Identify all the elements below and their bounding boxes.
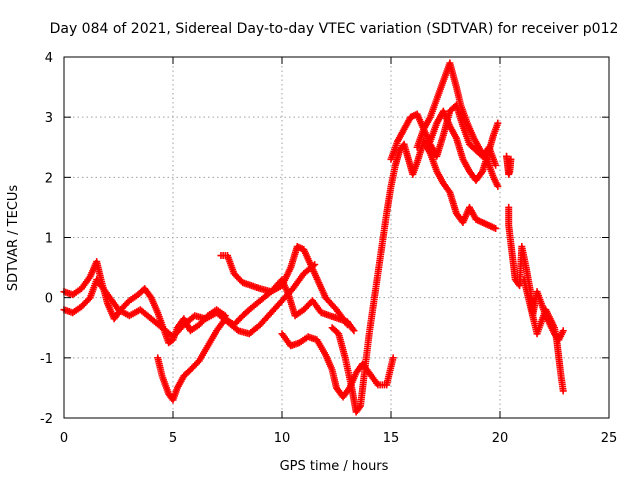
data-point bbox=[559, 387, 567, 395]
data-point bbox=[389, 354, 397, 362]
x-axis-label: GPS time / hours bbox=[280, 459, 389, 474]
series-segment-11 bbox=[520, 276, 567, 344]
y-axis-label: SDTVAR / TECUs bbox=[6, 185, 21, 292]
x-tick-label: 15 bbox=[383, 431, 400, 446]
data-point bbox=[507, 155, 515, 163]
y-tick-label: -1 bbox=[40, 352, 53, 367]
x-tick-label: 5 bbox=[169, 431, 177, 446]
series-segment-5 bbox=[278, 330, 397, 401]
y-tick-label: 3 bbox=[45, 111, 53, 126]
data-point bbox=[350, 327, 358, 335]
series-segment-4 bbox=[217, 243, 351, 329]
data-point bbox=[349, 325, 357, 333]
series-segment-12 bbox=[503, 152, 515, 178]
series-segment-9 bbox=[426, 107, 502, 184]
axis-ticks: 0 5 10 15 20 25 -2 -1 0 1 2 3 4 bbox=[40, 51, 617, 446]
grid-lines bbox=[64, 57, 609, 418]
series-segment-8 bbox=[413, 59, 502, 190]
y-tick-label: 4 bbox=[45, 51, 53, 66]
data-point bbox=[343, 321, 351, 329]
data-point bbox=[492, 224, 500, 232]
series-segment-2 bbox=[60, 261, 319, 341]
x-tick-label: 10 bbox=[274, 431, 291, 446]
y-tick-label: 0 bbox=[45, 292, 53, 307]
data-point bbox=[494, 182, 502, 190]
data-points bbox=[60, 59, 567, 416]
plot-frame bbox=[63, 56, 610, 419]
x-tick-label: 0 bbox=[60, 431, 68, 446]
y-tick-label: 2 bbox=[45, 171, 53, 186]
y-tick-label: -2 bbox=[40, 412, 53, 427]
series-segment-10 bbox=[505, 203, 567, 395]
data-point bbox=[559, 327, 567, 335]
chart-title: Day 084 of 2021, Sidereal Day-to-day VTE… bbox=[50, 21, 619, 37]
x-tick-label: 20 bbox=[492, 431, 509, 446]
y-tick-label: 1 bbox=[45, 232, 53, 247]
data-point bbox=[85, 295, 93, 303]
data-point bbox=[494, 119, 502, 127]
data-point bbox=[492, 161, 500, 169]
x-tick-label: 25 bbox=[601, 431, 618, 446]
data-point bbox=[355, 403, 363, 411]
